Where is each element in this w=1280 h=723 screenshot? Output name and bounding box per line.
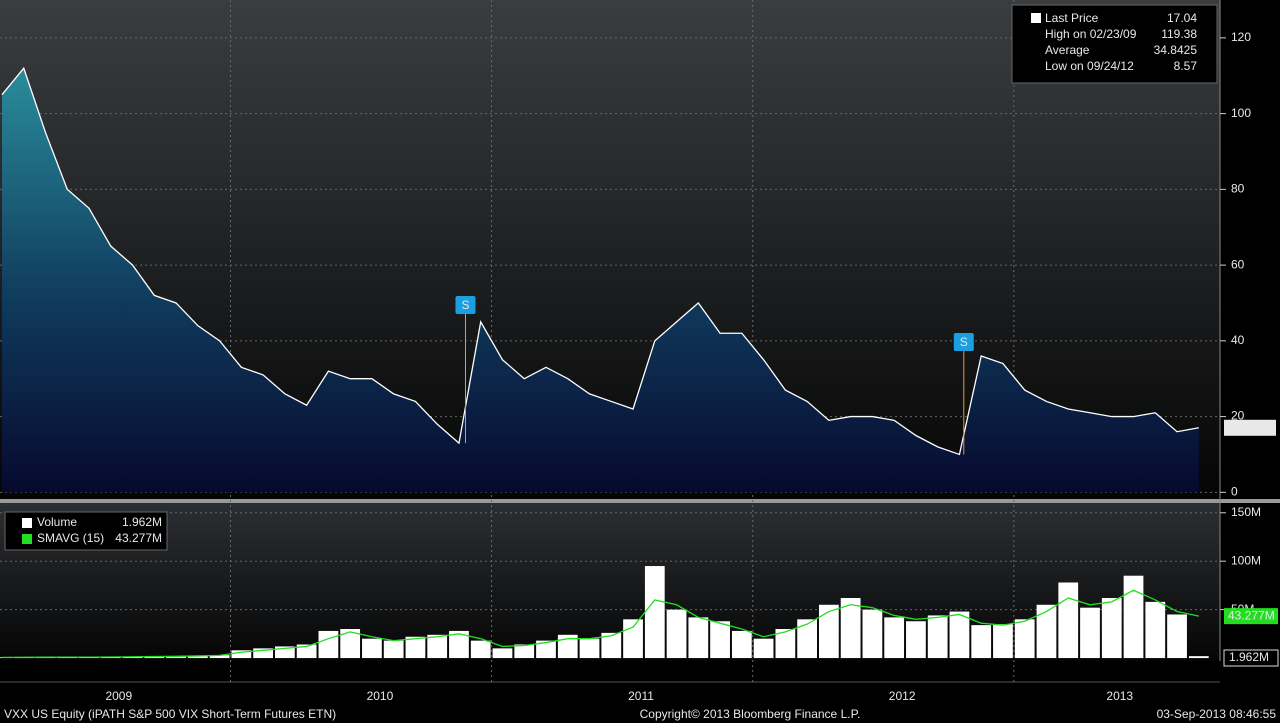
volume-bar [1014,619,1035,659]
volume-bar [579,638,600,659]
volume-bar [971,625,992,659]
volume-tag-label: 1.962M [1229,650,1269,664]
y-tick-label: 60 [1231,257,1245,271]
volume-bar [819,604,839,659]
split-badge [455,296,476,314]
volume-bar [470,640,491,659]
volume-bar [296,644,317,659]
volume-bar [144,656,165,659]
footer-right: 03-Sep-2013 08:46:55 [1157,707,1277,721]
volume-bar [1080,607,1100,659]
legend-value: 8.57 [1174,59,1198,73]
y-tick-label: 20 [1231,409,1245,423]
y-tick-label: 100 [1231,106,1251,120]
volume-bar [492,648,513,659]
legend-value: 43.277M [115,531,162,545]
volume-tag [1223,649,1279,667]
volume-bar [187,655,208,659]
legend-swatch [22,534,32,544]
x-tick-label: 2009 [105,689,132,703]
volume-bar [623,619,643,659]
volume-bar [1036,604,1057,659]
x-tick-label: 2012 [889,689,916,703]
footer-left: VXX US Equity (iPATH S&P 500 VIX Short-T… [4,707,336,721]
last-price-tag [1224,419,1276,436]
y-tick-label: 120 [1231,30,1251,44]
smavg-tag [1224,608,1278,625]
volume-bar [318,630,339,659]
volume-bar [949,611,970,659]
legend-label: Low on 09/24/12 [1045,59,1134,73]
volume-bar [710,621,730,659]
volume-bar [362,638,382,659]
volume-bar [927,615,948,659]
footer-center: Copyright© 2013 Bloomberg Finance L.P. [640,707,861,721]
smavg-tag-label: 43.277M [1228,608,1275,622]
volume-bar [1101,598,1122,659]
split-badge [953,333,974,351]
smavg-line [1,589,1199,659]
volume-bar [1167,614,1187,659]
volume-bar [666,609,687,659]
legend: Last Price 17.04 High on 02/23/09 119.38 Ave… [1011,4,1218,84]
last-price-tag-label: 17.04 [1229,420,1259,434]
x-tick-label: 2011 [628,689,654,703]
legend-box [1011,4,1218,84]
price-area [2,68,1199,493]
volume-bar [884,617,905,659]
volume-bar [166,656,186,659]
split-label: S [960,335,968,349]
legend-label: Average [1045,43,1090,57]
legend-label: High on 02/23/09 [1045,27,1137,41]
volume-bar [862,609,883,659]
volume-bar [557,634,578,659]
volume-bar [253,648,273,659]
volume-bar [797,619,817,659]
legend-value: 1.962M [122,515,162,529]
legend: Volume 1.962M SMAVG (15) 43.277M [4,511,168,551]
legend-value: 119.38 [1161,27,1197,41]
volume-bar [514,644,535,659]
y-tick-label: 0 [1231,484,1238,498]
price-line [1,66,1199,456]
legend-swatch [1031,13,1041,23]
y-tick-label: 100M [1231,553,1261,567]
volume-bar [449,630,469,659]
split-label: S [461,298,469,312]
y-tick-label: 150M [1231,505,1261,519]
volume-bar [427,634,448,659]
volume-bar [1188,656,1209,659]
volume-bar [688,617,709,659]
volume-bar [753,638,774,659]
legend-swatch [22,518,32,528]
legend-label: Last Price [1045,11,1099,25]
volume-bar [340,629,361,659]
legend-value: 17.04 [1167,11,1197,25]
legend-label: SMAVG (15) [37,531,104,545]
volume-bar [536,640,556,659]
volume-bar [383,640,404,659]
volume-bar [601,632,622,659]
volume-bar [231,650,252,659]
volume-bar [644,566,665,659]
legend-label: Volume [37,515,77,529]
volume-bar [775,629,796,659]
x-tick-label: 2013 [1106,689,1133,703]
legend-value: 34.8425 [1154,43,1198,57]
volume-bar [840,598,861,659]
volume-bar [405,636,426,659]
x-tick-label: 2010 [367,689,394,703]
volume-bar [993,624,1013,659]
panel-divider [0,499,1280,503]
volume-bar [1123,575,1144,659]
volume-bar [731,630,752,659]
volume-bar [906,621,926,659]
volume-bar [275,646,295,659]
volume-bar [1145,601,1166,659]
volume-bar [1058,582,1079,659]
y-tick-label: 40 [1231,333,1245,347]
y-tick-label: 80 [1231,182,1245,196]
volume-bar [209,655,230,659]
